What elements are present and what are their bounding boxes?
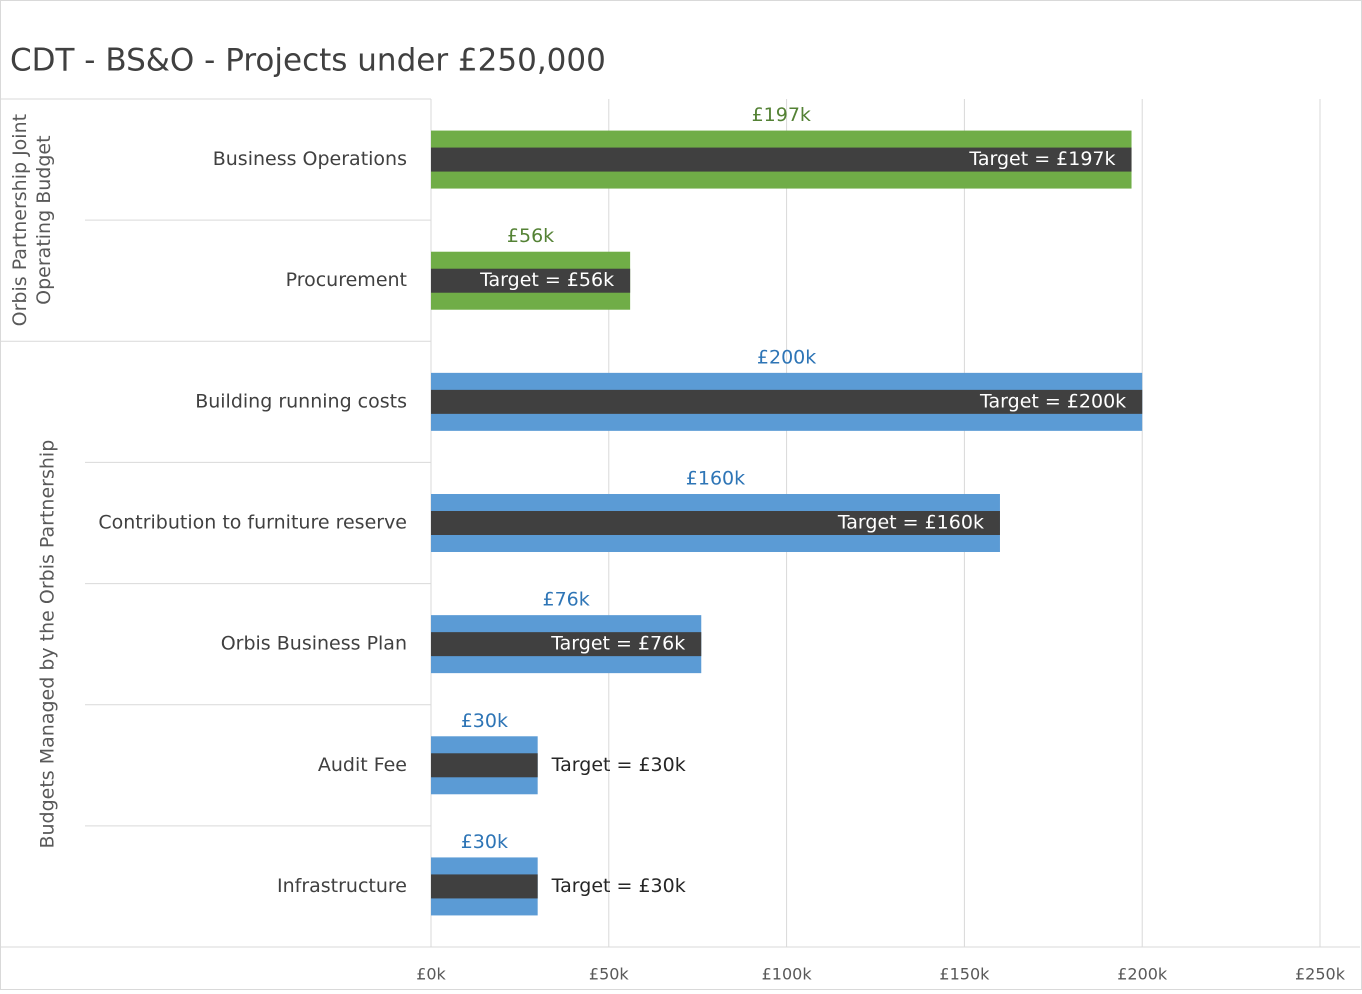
category-label: Contribution to furniture reserve (98, 512, 407, 534)
x-tick-label: £150k (939, 965, 990, 984)
target-label: Target = £160k (837, 512, 984, 534)
value-label: £30k (461, 710, 508, 732)
category-label: Infrastructure (277, 875, 407, 897)
x-tick-label: £250k (1295, 965, 1346, 984)
target-label: Target = £76k (550, 633, 685, 655)
target-bar (431, 874, 538, 899)
value-label: £160k (686, 468, 745, 490)
target-bar (431, 511, 1000, 535)
group-label: Budgets Managed by the Orbis Partnership (37, 440, 59, 849)
x-tick-label: £50k (589, 965, 630, 984)
value-label: £76k (542, 589, 589, 611)
target-bar (431, 147, 1132, 172)
target-label: Target = £200k (979, 390, 1126, 412)
x-tick-label: £200k (1117, 965, 1168, 984)
value-label: £200k (757, 346, 816, 368)
target-bar (431, 268, 631, 293)
target-bar (431, 632, 702, 657)
value-label: £30k (461, 831, 508, 853)
x-tick-label: £100k (762, 965, 813, 984)
category-label: Business Operations (213, 148, 407, 170)
target-label: Target = £197k (968, 148, 1115, 170)
x-tick-label: £0k (416, 965, 446, 984)
target-bar (431, 389, 1143, 414)
target-label: Target = £30k (551, 754, 686, 776)
group-label: Orbis Partnership Joint Operating Budget (9, 114, 55, 326)
value-label: £56k (507, 225, 554, 247)
target-label: Target = £30k (551, 875, 686, 897)
target-bar (431, 753, 538, 778)
value-label: £197k (752, 104, 811, 126)
target-label: Target = £56k (479, 269, 614, 291)
category-label: Procurement (286, 269, 407, 291)
chart-title: CDT - BS&O - Projects under £250,000 (10, 43, 606, 79)
category-label: Building running costs (195, 390, 407, 412)
category-label: Orbis Business Plan (221, 633, 407, 655)
category-label: Audit Fee (318, 754, 407, 776)
